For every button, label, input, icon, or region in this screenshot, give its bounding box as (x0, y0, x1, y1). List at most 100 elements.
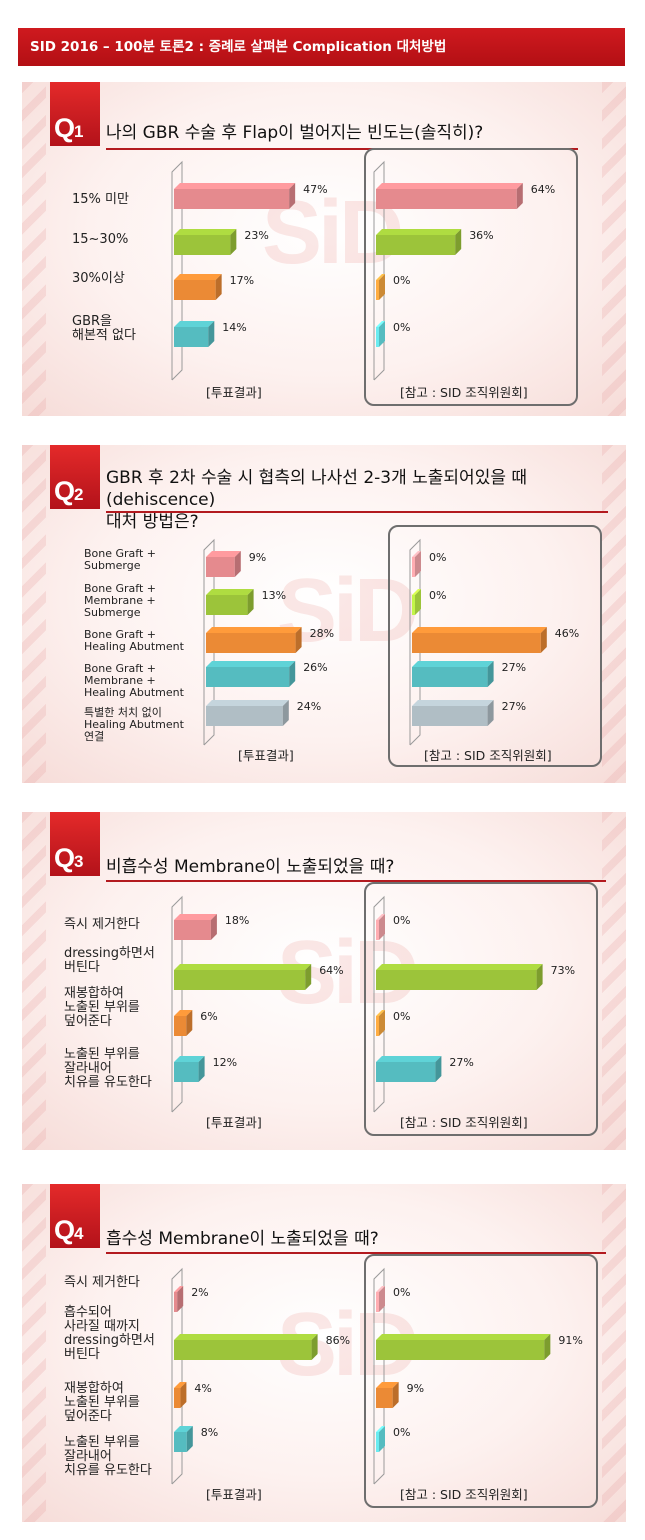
title-underline (106, 1252, 606, 1254)
right-axis-wall (373, 1267, 385, 1485)
vote-bar (174, 1426, 193, 1452)
vote-bar (206, 627, 302, 653)
q4-panel: SiD Q4 흡수성 Membrane이 노출되었을 때? 즉시 제거한다 흡수되어 사… (22, 1184, 626, 1522)
reference-bar (412, 551, 421, 577)
vote-bar (174, 229, 237, 255)
category-label: 즉시 제거한다 (64, 1275, 140, 1290)
vote-bar (174, 274, 222, 300)
header-title: SID 2016 – 100분 토론2 : 증례로 살펴본 Complicati… (30, 39, 447, 55)
right-axis-wall (409, 538, 421, 746)
decor-stripe-right (602, 1184, 626, 1522)
reference-bar (376, 1056, 442, 1082)
reference-bar (412, 627, 547, 653)
vote-value-label: 4% (194, 1382, 212, 1395)
title-underline (106, 148, 578, 150)
question-number: Q4 (54, 1215, 84, 1245)
vote-result-caption: [투표결과] (206, 1487, 262, 1502)
reference-bar (412, 589, 421, 615)
reference-bar (376, 1286, 385, 1312)
reference-value-label: 27% (501, 700, 527, 713)
reference-value-label: 64% (530, 183, 556, 196)
category-label: Bone Graft + Submerge (84, 547, 157, 572)
reference-value-label: 0% (393, 1010, 411, 1023)
reference-bar (412, 661, 494, 687)
vote-value-label: 28% (309, 627, 335, 640)
left-axis-wall (171, 1267, 183, 1485)
vote-value-label: 18% (224, 914, 250, 927)
question-title: 나의 GBR 수술 후 Flap이 벌어지는 빈도는(솔직히)? (106, 123, 484, 143)
vote-bar (174, 183, 296, 209)
reference-bar (376, 229, 462, 255)
reference-value-label: 0% (429, 551, 447, 564)
reference-bar (376, 274, 385, 300)
bar-chart-svg (203, 538, 547, 746)
reference-bar (376, 964, 543, 990)
vote-bar (174, 914, 217, 940)
question-badge: Q1 (50, 82, 100, 146)
category-label: dressing하면서 버틴다 (64, 946, 155, 975)
vote-bar (206, 700, 289, 726)
title-underline (106, 880, 606, 882)
category-label: 재봉합하여 노출된 부위를 덮어준다 (64, 986, 140, 1029)
bar-chart-svg (171, 160, 523, 381)
vote-result-caption: [투표결과] (206, 385, 262, 400)
reference-caption: [참고 : SID 조직위원회] (400, 1115, 528, 1130)
vote-value-label: 17% (229, 274, 255, 287)
reference-bar (376, 321, 385, 347)
decor-stripe-right (602, 812, 626, 1150)
category-label: 즉시 제거한다 (64, 917, 140, 932)
vote-bar (174, 321, 215, 347)
question-badge: Q4 (50, 1184, 100, 1248)
category-label: Bone Graft + Healing Abutment (84, 628, 184, 653)
header-bar: SID 2016 – 100분 토론2 : 증례로 살펴본 Complicati… (18, 28, 625, 66)
title-underline (106, 511, 608, 513)
reference-value-label: 46% (554, 627, 580, 640)
vote-bar (174, 1056, 205, 1082)
reference-value-label: 27% (449, 1056, 474, 1069)
vote-value-label: 12% (212, 1056, 238, 1069)
q1-panel: SiD Q1 나의 GBR 수술 후 Flap이 벌어지는 빈도는(솔직히)? 15%… (22, 82, 626, 416)
reference-value-label: 0% (393, 274, 411, 287)
vote-bar (206, 551, 241, 577)
vote-result-caption: [투표결과] (206, 1115, 262, 1130)
vote-bar (174, 1286, 184, 1312)
category-label: Bone Graft + Membrane + Healing Abutment (84, 662, 184, 699)
vote-value-label: 23% (244, 229, 269, 242)
category-label: 15~30% (72, 232, 129, 247)
reference-value-label: 27% (501, 661, 527, 674)
vote-value-label: 2% (191, 1286, 209, 1299)
question-title: 비흡수성 Membrane이 노출되었을 때? (106, 857, 395, 877)
reference-bar (376, 1426, 385, 1452)
category-label: 재봉합하여 노출된 부위를 덮어준다 (64, 1381, 140, 1424)
vote-bar (174, 964, 312, 990)
reference-box (364, 1254, 598, 1508)
reference-bar (376, 1382, 399, 1408)
vote-bar (174, 1010, 193, 1036)
category-label: Bone Graft + Membrane + Submerge (84, 582, 157, 619)
question-number: Q3 (54, 843, 84, 873)
reference-value-label: 9% (406, 1382, 425, 1395)
reference-bar (376, 183, 523, 209)
bar-chart-svg (171, 1267, 551, 1485)
vote-bar (174, 1334, 318, 1360)
vote-value-label: 86% (325, 1334, 351, 1347)
q2-panel: SiD Q2 GBR 후 2차 수술 시 협측의 나사선 2-3개 노출되어있을 때… (22, 445, 626, 783)
reference-box (364, 148, 578, 406)
vote-bar (174, 1382, 187, 1408)
decor-stripe-left (22, 445, 46, 783)
reference-value-label: 0% (393, 1426, 411, 1439)
left-axis-wall (171, 160, 183, 381)
vote-value-label: 47% (303, 183, 328, 196)
vote-value-label: 6% (200, 1010, 218, 1023)
category-label: 노출된 부위를 잘라내어 치유를 유도한다 (64, 1047, 152, 1090)
vote-value-label: 14% (222, 321, 247, 334)
reference-bar (376, 1334, 551, 1360)
vote-bar (206, 589, 254, 615)
vote-value-label: 8% (200, 1426, 219, 1439)
reference-value-label: 91% (558, 1334, 583, 1347)
decor-stripe-left (22, 1184, 46, 1522)
category-label: 흡수되어 사라질 때까지 dressing하면서 버틴다 (64, 1305, 155, 1362)
vote-value-label: 64% (319, 964, 344, 977)
reference-caption: [참고 : SID 조직위원회] (400, 385, 528, 400)
category-label: 특별한 처치 없이 Healing Abutment 연결 (84, 706, 184, 743)
